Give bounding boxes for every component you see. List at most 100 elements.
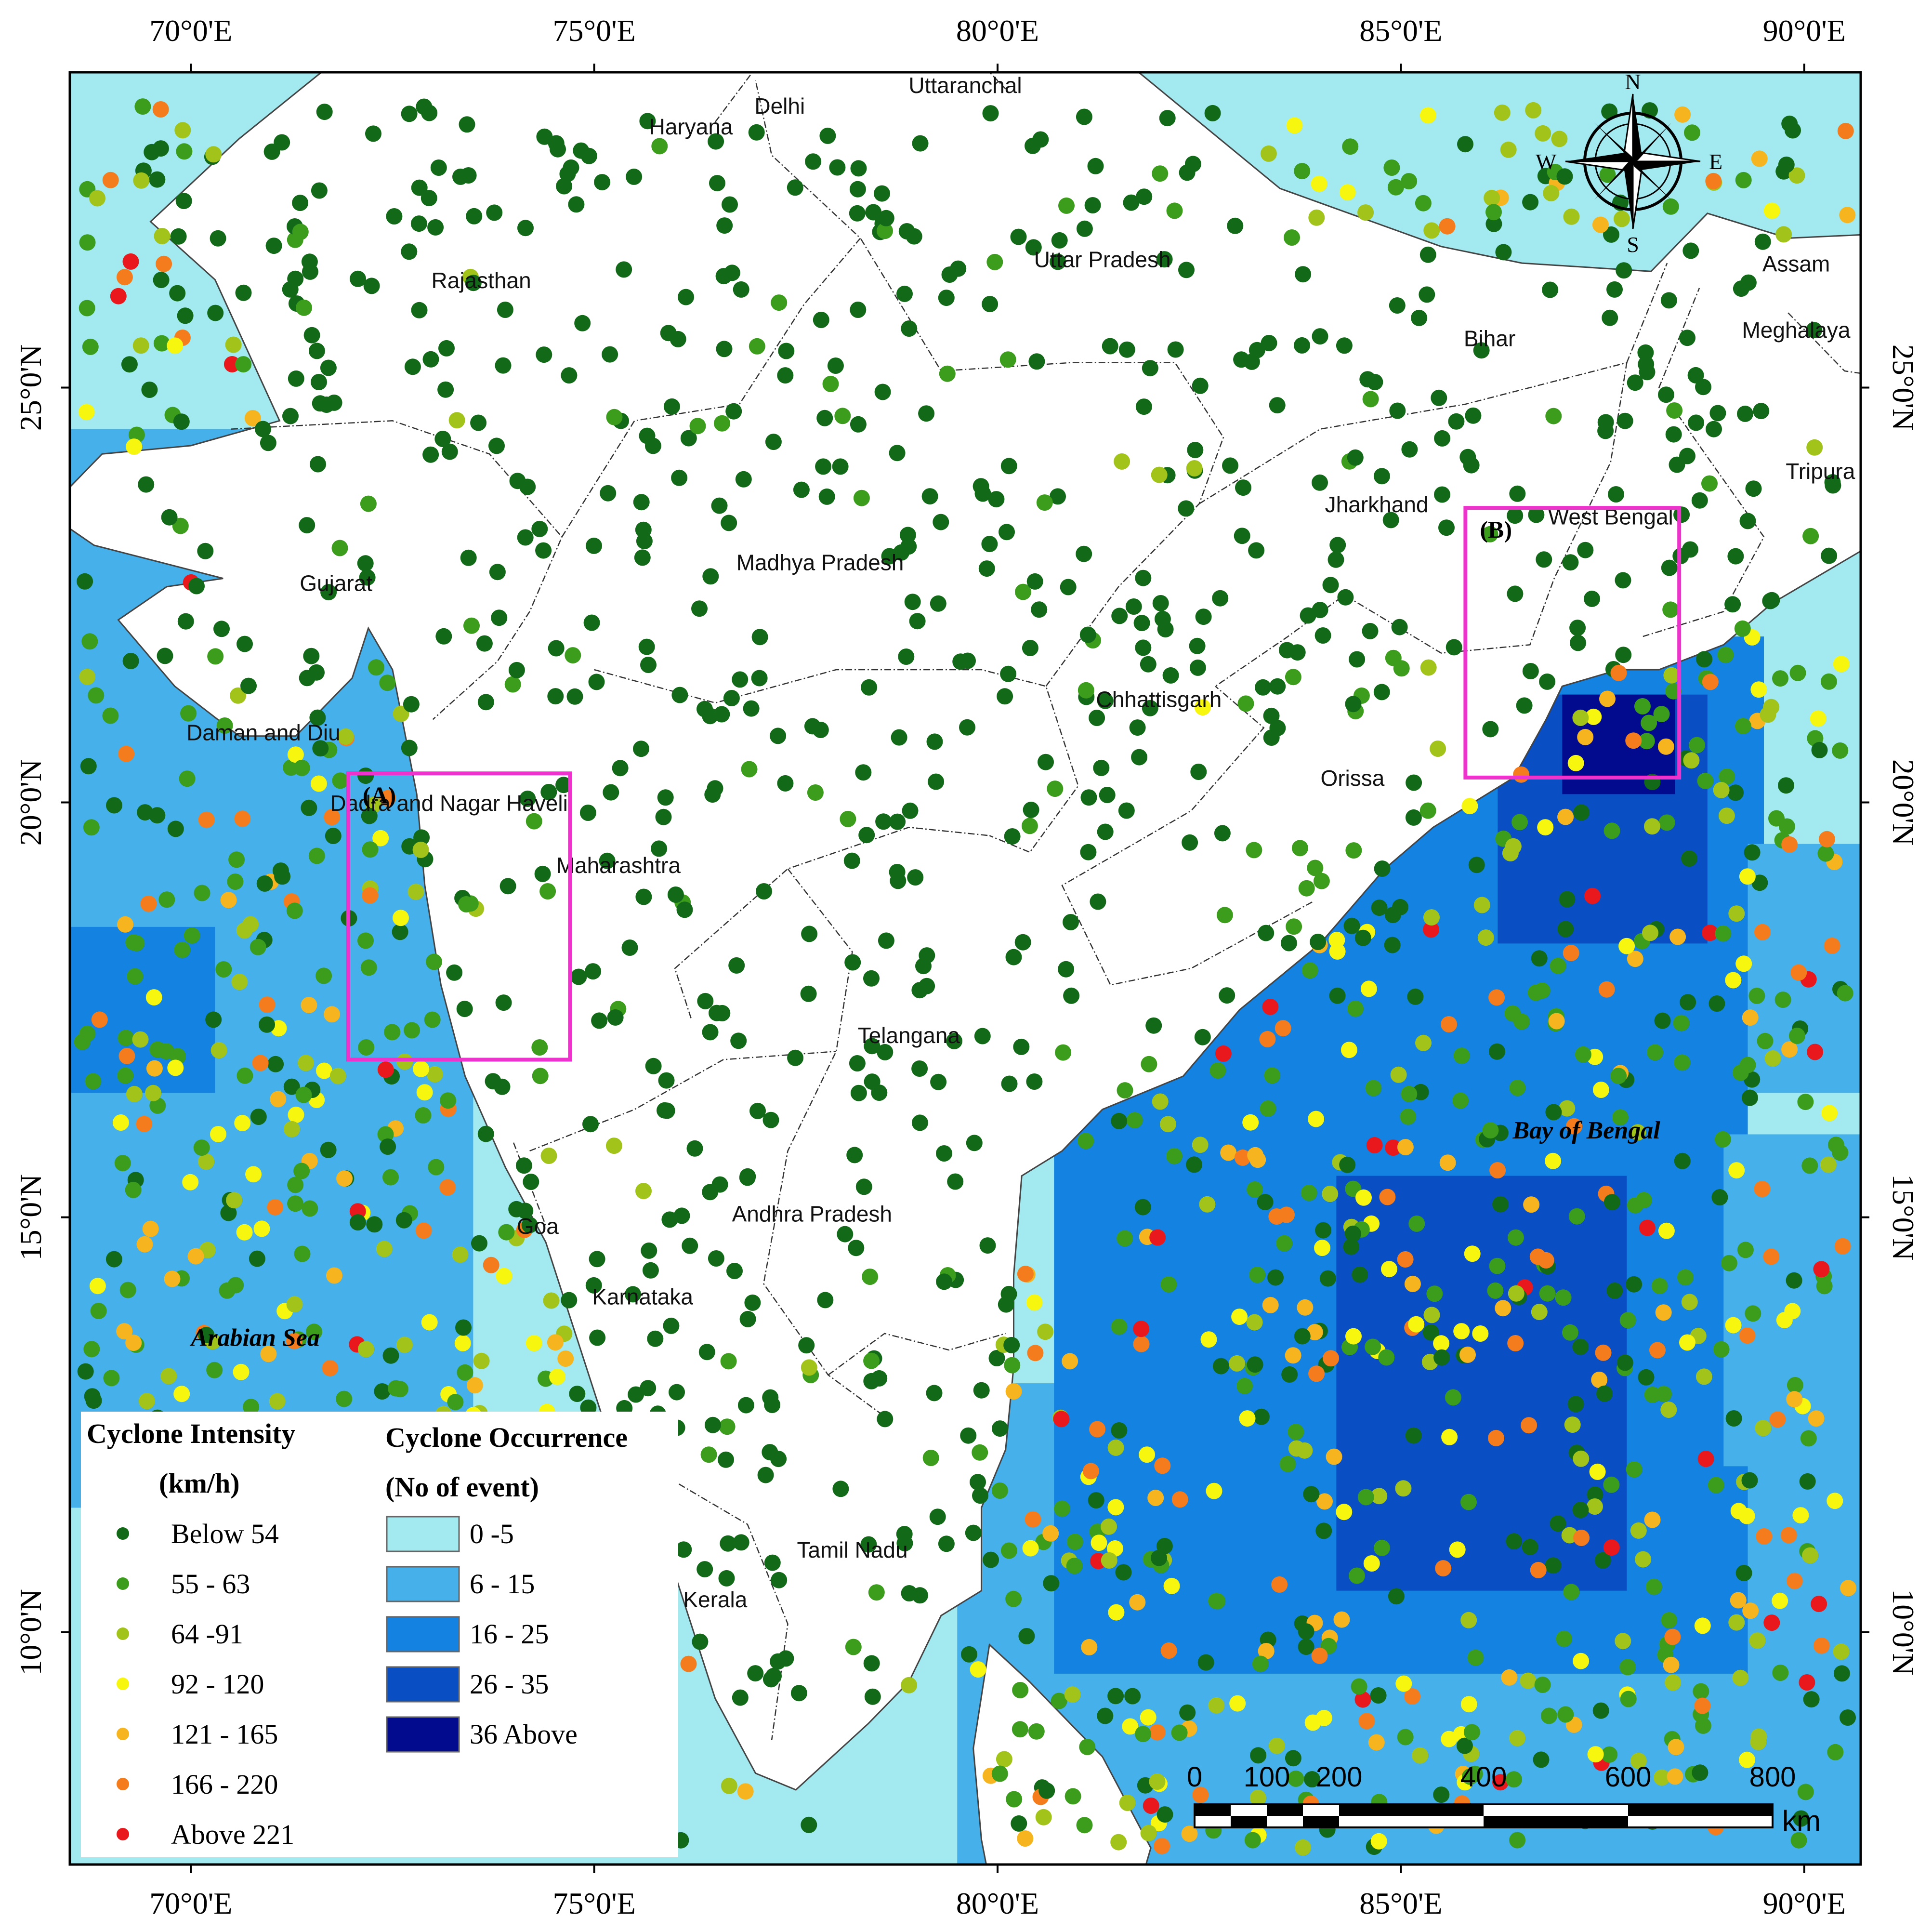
- cyclone-track-point: [1449, 1541, 1466, 1558]
- cyclone-track-point: [1516, 697, 1533, 714]
- cyclone-track-point: [1152, 1093, 1169, 1110]
- cyclone-track-point: [1557, 1706, 1574, 1723]
- cyclone-track-point: [1441, 1428, 1458, 1445]
- cyclone-track-point: [911, 1060, 928, 1077]
- cyclone-track-point: [235, 284, 252, 301]
- cyclone-track-point: [198, 1153, 215, 1170]
- cyclone-track-point: [655, 808, 672, 825]
- place-label: Bay of Bengal: [1512, 1117, 1660, 1144]
- cyclone-track-point: [1400, 1108, 1417, 1125]
- cyclone-track-point: [145, 1085, 161, 1101]
- cyclone-track-point: [1569, 620, 1586, 636]
- cyclone-track-point: [1473, 897, 1490, 913]
- cyclone-track-point: [853, 489, 870, 506]
- cyclone-track-point: [1171, 1491, 1188, 1508]
- cyclone-track-point: [1694, 1617, 1711, 1634]
- cyclone-track-point: [929, 1508, 946, 1525]
- cyclone-track-point: [392, 924, 408, 940]
- cyclone-track-point: [1559, 891, 1576, 908]
- cyclone-track-point: [250, 939, 266, 955]
- cyclone-track-point: [256, 875, 273, 892]
- cyclone-track-point: [360, 959, 377, 976]
- cyclone-track-point: [1695, 1717, 1711, 1734]
- cyclone-track-point: [1637, 344, 1654, 361]
- cyclone-track-point: [1615, 647, 1632, 663]
- cyclone-track-point: [1322, 577, 1339, 594]
- cyclone-track-point: [1192, 377, 1209, 394]
- cyclone-track-point: [1316, 1493, 1333, 1510]
- cyclone-track-point: [1373, 468, 1390, 485]
- cyclone-track-point: [1597, 423, 1614, 439]
- cyclone-track-point: [1312, 328, 1328, 345]
- cyclone-track-point: [1615, 572, 1631, 589]
- cyclone-track-point: [1005, 949, 1022, 966]
- intensity-class-label: 64 -91: [171, 1618, 243, 1650]
- cyclone-track-point: [1160, 1276, 1177, 1293]
- cyclone-track-point: [612, 760, 629, 777]
- cyclone-track-point: [182, 1174, 199, 1190]
- cyclone-track-point: [1584, 590, 1600, 607]
- inset-box-label: (A): [363, 781, 396, 808]
- cyclone-track-point: [1705, 172, 1722, 189]
- cyclone-track-point: [1298, 880, 1315, 897]
- cyclone-track-point: [550, 141, 566, 158]
- cyclone-track-point: [1688, 414, 1705, 431]
- cyclone-track-point: [491, 609, 508, 626]
- cyclone-track-point: [1508, 1229, 1524, 1246]
- cyclone-track-point: [647, 1330, 664, 1347]
- cyclone-track-point: [1395, 1480, 1412, 1497]
- cyclone-track-point: [508, 1201, 525, 1217]
- scale-unit-label: km: [1782, 1805, 1821, 1837]
- cyclone-track-point: [1247, 1356, 1263, 1373]
- cyclone-track-point: [682, 1237, 698, 1254]
- cyclone-track-point: [1411, 309, 1428, 326]
- cyclone-track-point: [1781, 1041, 1798, 1058]
- cyclone-track-point: [1028, 1723, 1045, 1740]
- cyclone-track-point: [1366, 1137, 1383, 1153]
- cyclone-track-point: [1509, 1832, 1526, 1849]
- cyclone-track-point: [1601, 1746, 1618, 1763]
- scale-bar: 0 100 200 400 600 800 km: [1187, 1761, 1821, 1837]
- cyclone-track-point: [1695, 379, 1711, 396]
- cyclone-track-point: [1051, 1693, 1067, 1709]
- cyclone-track-point: [1159, 110, 1176, 127]
- cyclone-track-point: [210, 1042, 227, 1059]
- cyclone-track-point: [1459, 449, 1476, 465]
- cyclone-track-point: [1275, 1020, 1291, 1037]
- cyclone-track-point: [1610, 664, 1627, 681]
- cyclone-track-point: [896, 285, 913, 302]
- cyclone-track-point: [862, 1269, 879, 1285]
- cyclone-track-point: [1495, 244, 1512, 261]
- lon-label-top: 75°0'E: [552, 13, 635, 48]
- cyclone-track-point: [117, 916, 134, 933]
- cyclone-track-point: [1439, 218, 1456, 235]
- cyclone-track-point: [154, 228, 171, 244]
- cyclone-track-point: [898, 223, 915, 239]
- cyclone-track-point: [1093, 759, 1110, 776]
- cyclone-track-point: [427, 219, 444, 236]
- cyclone-track-point: [496, 1268, 513, 1284]
- lat-label-right: 25°0'N: [1886, 344, 1920, 431]
- cyclone-track-point: [1089, 710, 1105, 726]
- cyclone-track-point: [79, 1025, 96, 1042]
- cyclone-track-point: [702, 1024, 719, 1041]
- cyclone-track-point: [1832, 1144, 1849, 1161]
- cyclone-track-point: [293, 759, 310, 776]
- cyclone-track-point: [777, 775, 794, 792]
- cyclone-track-point: [1363, 1555, 1380, 1572]
- intensity-class-label: Above 221: [171, 1819, 294, 1850]
- cyclone-track-point: [1298, 1623, 1314, 1640]
- place-label: Daman and Diu: [186, 720, 341, 745]
- cyclone-track-point: [308, 343, 325, 359]
- cyclone-track-point: [1550, 957, 1566, 974]
- cyclone-track-point: [301, 253, 318, 270]
- cyclone-track-point: [1709, 995, 1725, 1012]
- intensity-swatch-icon: [117, 1828, 129, 1840]
- cyclone-track-point: [167, 1059, 184, 1076]
- cyclone-track-point: [1260, 145, 1277, 162]
- cyclone-track-point: [1286, 918, 1302, 935]
- cyclone-track-point: [410, 215, 427, 232]
- cyclone-track-point: [850, 302, 867, 318]
- cyclone-track-point: [1249, 342, 1265, 358]
